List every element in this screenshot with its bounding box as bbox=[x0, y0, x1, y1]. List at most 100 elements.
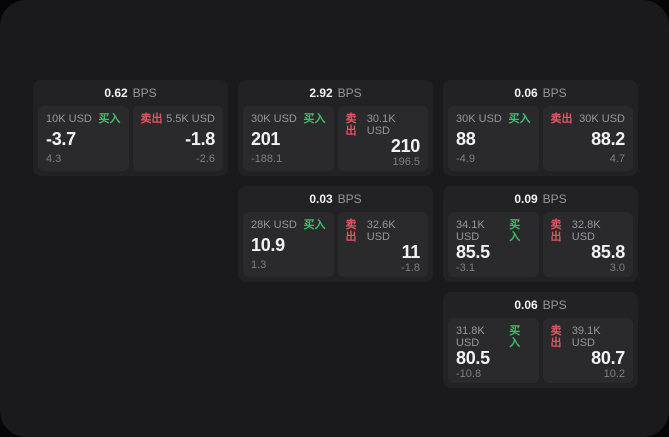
sell-tile-header: 卖出 32.8K USD bbox=[551, 219, 626, 243]
buy-sub-value: -4.9 bbox=[456, 153, 475, 165]
buy-tile[interactable]: 30K USD 买入 201 -188.1 bbox=[243, 106, 334, 171]
buy-label: 买入 bbox=[509, 219, 521, 243]
sell-price: 85.8 bbox=[591, 242, 625, 262]
buy-price: 80.5 bbox=[456, 348, 490, 368]
buy-price: 10.9 bbox=[251, 234, 285, 255]
quote-card-6: 0.06 BPS 31.8K USD 买入 80.5 -10.8 卖出 39.1… bbox=[443, 292, 638, 388]
bps-value: 0.06 bbox=[514, 86, 538, 100]
sell-tile[interactable]: 卖出 30.1K USD 210 196.5 bbox=[337, 106, 428, 171]
buy-label: 买入 bbox=[303, 219, 326, 231]
bps-value: 0.03 bbox=[309, 192, 333, 206]
sell-sub-value: 3.0 bbox=[609, 262, 625, 274]
bps-header: 0.62 BPS bbox=[33, 80, 228, 106]
sell-sub-value: 4.7 bbox=[609, 153, 625, 165]
buy-tile-header: 28K USD 买入 bbox=[251, 219, 326, 231]
sell-price: 88.2 bbox=[591, 128, 625, 149]
sell-label: 卖出 bbox=[550, 113, 573, 125]
bps-unit-label: BPS bbox=[542, 86, 567, 100]
sell-label: 卖出 bbox=[550, 325, 562, 349]
sell-sub-value: -2.6 bbox=[196, 153, 215, 165]
sell-tile[interactable]: 卖出 39.1K USD 80.7 10.2 bbox=[542, 318, 633, 383]
bps-unit-label: BPS bbox=[542, 298, 567, 312]
sell-sub-value: 10.2 bbox=[603, 368, 625, 380]
sell-label: 卖出 bbox=[140, 113, 163, 125]
quote-card-5: 0.09 BPS 34.1K USD 买入 85.5 -3.1 卖出 32.8K… bbox=[443, 186, 638, 282]
buy-price: 85.5 bbox=[456, 242, 490, 262]
sell-tile[interactable]: 卖出 30K USD 88.2 4.7 bbox=[542, 106, 633, 171]
buy-tile[interactable]: 10K USD 买入 -3.7 4.3 bbox=[38, 106, 129, 171]
buy-price: 201 bbox=[251, 128, 281, 149]
sell-notional: 39.1K USD bbox=[571, 325, 601, 349]
sell-tile-header: 卖出 39.1K USD bbox=[551, 325, 626, 349]
buy-label: 买入 bbox=[98, 113, 121, 125]
bps-header: 0.03 BPS bbox=[238, 186, 433, 212]
quotes-grid: 0.62 BPS 10K USD 买入 -3.7 4.3 卖出 5.5K USD bbox=[33, 80, 638, 388]
buy-notional: 30K USD bbox=[456, 113, 502, 125]
buy-tile[interactable]: 31.8K USD 买入 80.5 -10.8 bbox=[448, 318, 539, 383]
bps-unit-label: BPS bbox=[542, 192, 567, 206]
sell-tile[interactable]: 卖出 32.6K USD 11 -1.8 bbox=[337, 212, 428, 277]
sell-sub-value: 196.5 bbox=[392, 156, 420, 168]
buy-notional: 30K USD bbox=[251, 113, 297, 125]
buy-tile-header: 31.8K USD 买入 bbox=[456, 325, 531, 349]
buy-tile-header: 34.1K USD 买入 bbox=[456, 219, 531, 243]
sell-sub-value: -1.8 bbox=[401, 262, 420, 274]
sell-label: 卖出 bbox=[345, 219, 357, 243]
sell-tile[interactable]: 卖出 32.8K USD 85.8 3.0 bbox=[542, 212, 633, 277]
buy-sub-value: -10.8 bbox=[456, 368, 482, 380]
sell-notional: 32.8K USD bbox=[571, 219, 601, 243]
quote-card-body: 34.1K USD 买入 85.5 -3.1 卖出 32.8K USD 85.8… bbox=[443, 212, 638, 277]
sell-label: 卖出 bbox=[550, 219, 562, 243]
bps-unit-label: BPS bbox=[337, 192, 362, 206]
bps-unit-label: BPS bbox=[132, 86, 157, 100]
buy-tile[interactable]: 34.1K USD 买入 85.5 -3.1 bbox=[448, 212, 539, 277]
buy-tile-header: 10K USD 买入 bbox=[46, 113, 121, 125]
quote-card-body: 10K USD 买入 -3.7 4.3 卖出 5.5K USD -1.8 -2.… bbox=[33, 106, 228, 171]
buy-sub-value: -3.1 bbox=[456, 262, 475, 274]
bps-header: 2.92 BPS bbox=[238, 80, 433, 106]
sell-notional: 30.1K USD bbox=[366, 113, 396, 137]
sell-tile-header: 卖出 30.1K USD bbox=[346, 113, 421, 137]
buy-price: 88 bbox=[456, 128, 476, 149]
sell-notional: 32.6K USD bbox=[366, 219, 396, 243]
bps-value: 2.92 bbox=[309, 86, 333, 100]
sell-notional: 5.5K USD bbox=[166, 113, 215, 125]
buy-label: 买入 bbox=[509, 325, 521, 349]
bps-value: 0.62 bbox=[104, 86, 128, 100]
buy-sub-value: -188.1 bbox=[251, 153, 283, 165]
bps-header: 0.09 BPS bbox=[443, 186, 638, 212]
buy-tile[interactable]: 30K USD 买入 88 -4.9 bbox=[448, 106, 539, 171]
sell-price: 210 bbox=[390, 136, 420, 156]
bps-unit-label: BPS bbox=[337, 86, 362, 100]
buy-sub-value: 4.3 bbox=[46, 153, 62, 165]
buy-notional: 34.1K USD bbox=[456, 219, 485, 243]
quote-card-body: 30K USD 买入 201 -188.1 卖出 30.1K USD 210 1… bbox=[238, 106, 433, 171]
sell-price: -1.8 bbox=[185, 128, 215, 149]
buy-notional: 10K USD bbox=[46, 113, 92, 125]
buy-tile-header: 30K USD 买入 bbox=[251, 113, 326, 125]
sell-notional: 30K USD bbox=[579, 113, 625, 125]
buy-price: -3.7 bbox=[46, 128, 76, 149]
sell-tile-header: 卖出 32.6K USD bbox=[346, 219, 421, 243]
sell-tile-header: 卖出 5.5K USD bbox=[141, 113, 216, 125]
quote-card-3: 0.06 BPS 30K USD 买入 88 -4.9 卖出 30K USD bbox=[443, 80, 638, 176]
quote-card-2: 2.92 BPS 30K USD 买入 201 -188.1 卖出 30.1K … bbox=[238, 80, 433, 176]
buy-notional: 31.8K USD bbox=[456, 325, 485, 349]
quote-card-1: 0.62 BPS 10K USD 买入 -3.7 4.3 卖出 5.5K USD bbox=[33, 80, 228, 176]
sell-price: 11 bbox=[401, 242, 421, 262]
buy-sub-value: 1.3 bbox=[251, 259, 267, 271]
sell-tile[interactable]: 卖出 5.5K USD -1.8 -2.6 bbox=[132, 106, 223, 171]
quote-card-body: 28K USD 买入 10.9 1.3 卖出 32.6K USD 11 -1.8 bbox=[238, 212, 433, 277]
bps-header: 0.06 BPS bbox=[443, 80, 638, 106]
quote-card-body: 31.8K USD 买入 80.5 -10.8 卖出 39.1K USD 80.… bbox=[443, 318, 638, 383]
buy-tile-header: 30K USD 买入 bbox=[456, 113, 531, 125]
buy-tile[interactable]: 28K USD 买入 10.9 1.3 bbox=[243, 212, 334, 277]
bps-value: 0.06 bbox=[514, 298, 538, 312]
quote-card-body: 30K USD 买入 88 -4.9 卖出 30K USD 88.2 4.7 bbox=[443, 106, 638, 171]
quote-card-4: 0.03 BPS 28K USD 买入 10.9 1.3 卖出 32.6K US… bbox=[238, 186, 433, 282]
bps-header: 0.06 BPS bbox=[443, 292, 638, 318]
sell-label: 卖出 bbox=[345, 113, 357, 137]
buy-label: 买入 bbox=[303, 113, 326, 125]
buy-label: 买入 bbox=[508, 113, 531, 125]
